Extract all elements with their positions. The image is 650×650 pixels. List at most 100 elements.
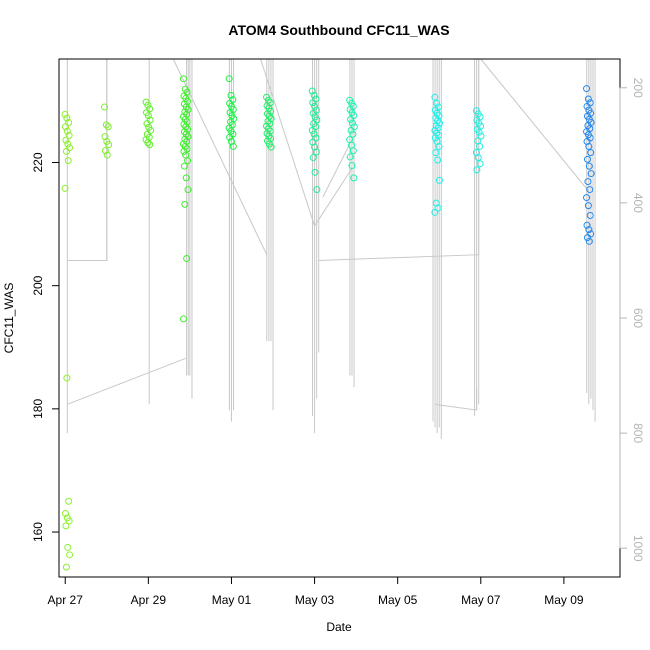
data-point — [349, 147, 357, 155]
data-point — [585, 226, 593, 234]
data-point — [61, 123, 69, 131]
data-point — [474, 154, 482, 162]
data-point — [433, 99, 441, 107]
data-point — [432, 149, 440, 157]
x-axis: Apr 27 Apr 29 May 01 May 03 May 05 May 07 May … — [48, 576, 584, 607]
y2-tick-label: 400 — [631, 193, 645, 213]
data-point — [63, 127, 71, 135]
data-point — [308, 126, 316, 134]
y2-tick-label: 800 — [631, 423, 645, 443]
x-axis-label: Date — [326, 620, 352, 634]
data-point — [475, 128, 483, 136]
data-point — [346, 153, 354, 161]
pressure-trace-line — [67, 357, 186, 405]
y-tick-label: 200 — [31, 275, 45, 295]
pressure-trace-line — [318, 59, 480, 261]
plot-frame — [58, 58, 621, 578]
series-group — [346, 96, 358, 182]
data-point — [180, 147, 188, 155]
data-point — [65, 517, 73, 525]
series-group — [263, 93, 275, 151]
series-group — [308, 87, 321, 194]
data-point — [179, 75, 187, 83]
data-point — [309, 99, 317, 107]
data-point — [180, 162, 188, 170]
data-point — [101, 103, 109, 111]
y-tick-label: 220 — [31, 152, 45, 172]
data-point — [61, 110, 69, 118]
data-point — [435, 176, 443, 184]
data-point — [348, 162, 356, 170]
data-point — [312, 148, 320, 156]
y-tick-label: 180 — [31, 399, 45, 419]
data-point — [585, 237, 593, 245]
data-point — [587, 149, 595, 157]
data-point — [225, 75, 233, 83]
data-point — [431, 134, 439, 142]
x-tick-label: Apr 27 — [48, 593, 84, 607]
data-point — [64, 140, 72, 148]
data-point — [61, 184, 69, 192]
data-points-layer — [61, 75, 595, 571]
data-point — [104, 123, 112, 131]
x-tick-label: May 09 — [544, 593, 584, 607]
pressure-trace-line — [172, 58, 268, 255]
data-point — [184, 186, 192, 194]
data-point — [584, 202, 592, 210]
data-point — [143, 120, 151, 128]
series-group — [225, 75, 238, 150]
data-point — [311, 102, 319, 110]
x-tick-label: May 07 — [461, 593, 501, 607]
data-point — [310, 130, 318, 138]
y2-tick-label: 600 — [631, 308, 645, 328]
data-point — [312, 134, 320, 142]
data-point — [586, 186, 594, 194]
data-point — [308, 87, 316, 95]
data-point — [583, 194, 591, 202]
y2-tick-label: 1000 — [631, 535, 645, 562]
data-point — [434, 156, 442, 164]
series-group — [472, 107, 485, 174]
data-point — [347, 126, 355, 134]
data-point — [184, 157, 192, 165]
data-point — [62, 136, 70, 144]
data-point — [64, 543, 72, 551]
data-point — [586, 99, 594, 107]
data-point — [105, 141, 113, 149]
y-axis-right: 200 400 600 800 1000 — [619, 78, 645, 562]
data-point — [62, 522, 70, 530]
data-point — [66, 551, 74, 559]
y2-tick-label: 200 — [631, 78, 645, 98]
data-point — [103, 151, 111, 159]
data-point — [229, 142, 237, 150]
series-group — [431, 93, 443, 216]
data-point — [583, 221, 591, 229]
data-point — [584, 95, 592, 103]
data-point — [63, 114, 71, 122]
data-point — [144, 101, 152, 109]
data-point — [584, 178, 592, 186]
data-point — [313, 186, 321, 194]
data-point — [181, 200, 189, 208]
data-point — [347, 115, 355, 123]
x-tick-label: May 01 — [212, 593, 252, 607]
data-point — [431, 93, 439, 101]
data-point — [226, 133, 234, 141]
data-point — [183, 255, 191, 263]
data-point — [144, 139, 152, 147]
pressure-trace-line — [435, 387, 478, 411]
y-tick-label: 160 — [31, 522, 45, 542]
x-tick-label: May 05 — [378, 593, 418, 607]
data-point — [583, 85, 591, 93]
pressure-trace-line — [67, 59, 108, 261]
data-point — [583, 102, 591, 110]
data-point — [435, 142, 443, 150]
data-point — [477, 132, 485, 140]
data-point — [587, 170, 595, 178]
pressure-trace-line — [480, 58, 590, 192]
data-point — [349, 130, 357, 138]
data-point — [585, 142, 593, 150]
data-point — [267, 143, 275, 151]
data-point — [102, 121, 110, 129]
data-point — [227, 91, 235, 99]
